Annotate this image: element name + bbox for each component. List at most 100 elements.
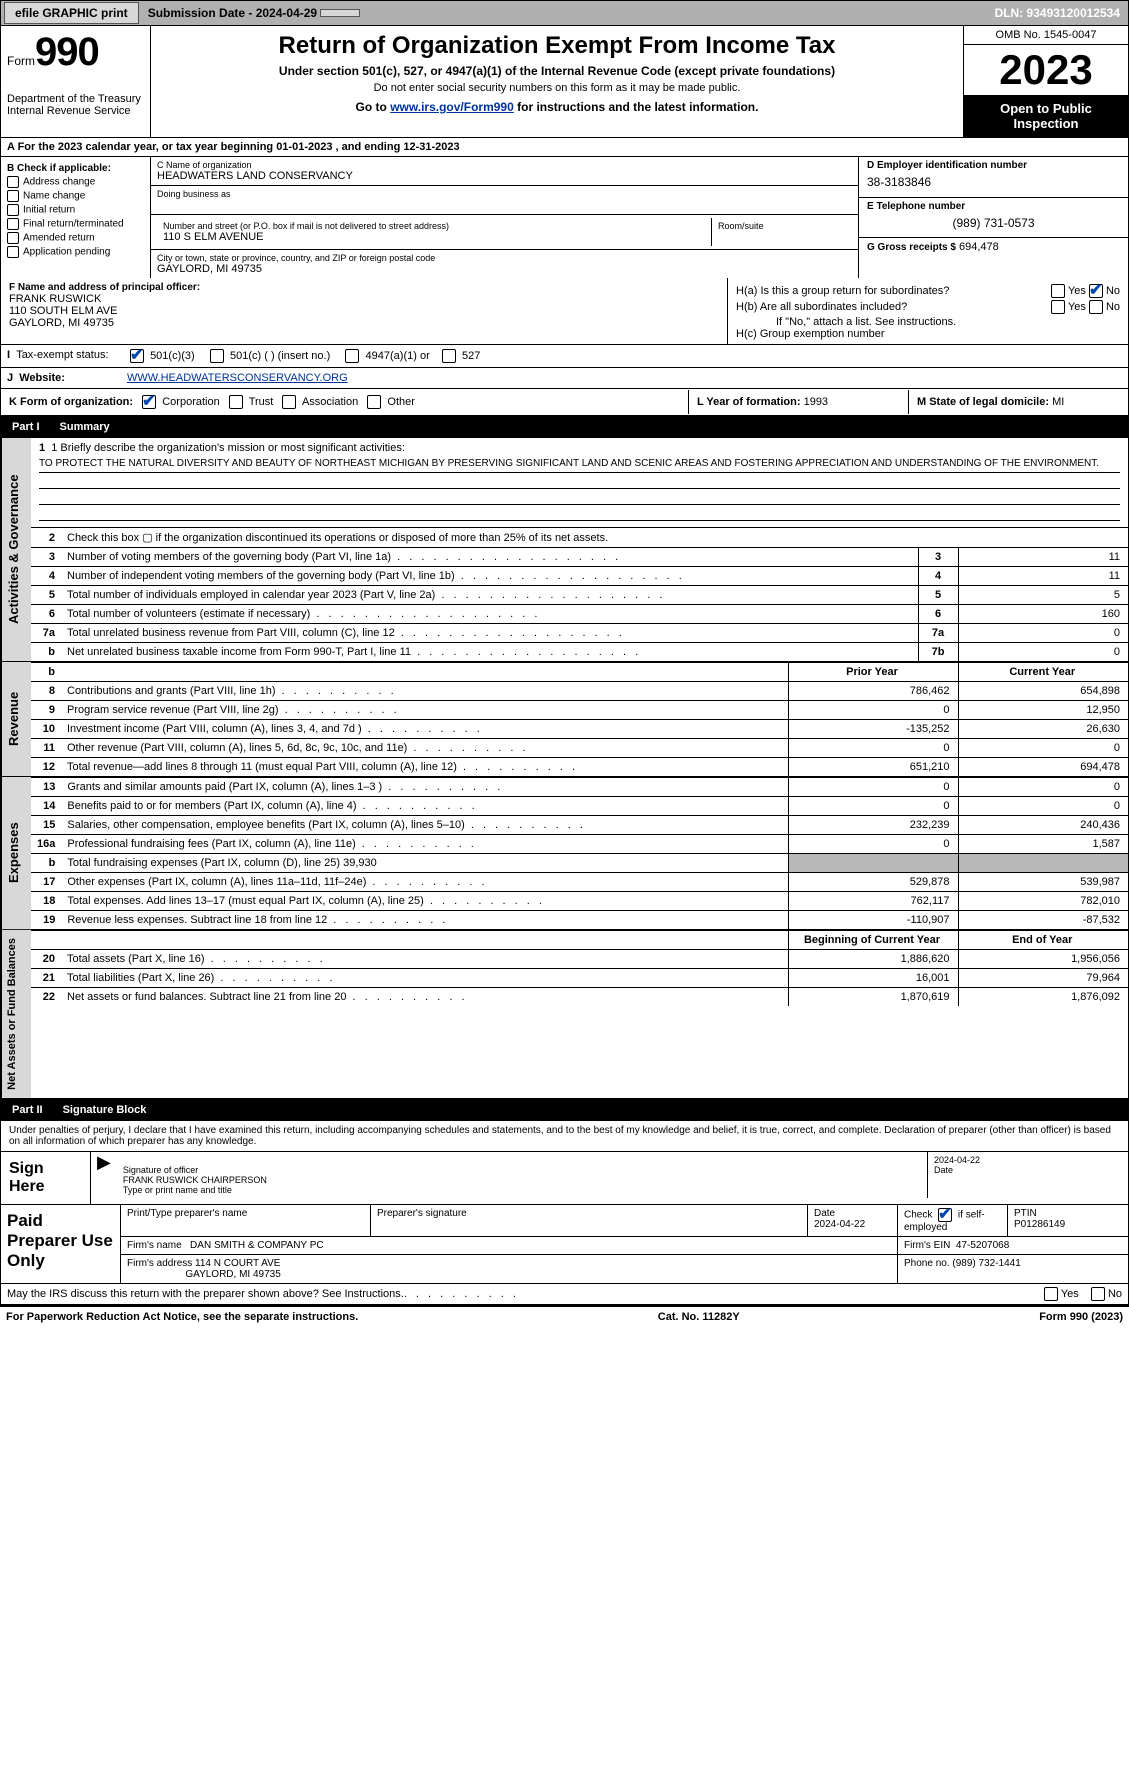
page-footer: For Paperwork Reduction Act Notice, see … <box>0 1305 1129 1327</box>
row-val: 160 <box>958 605 1128 624</box>
line-a: A For the 2023 calendar year, or tax yea… <box>0 138 1129 157</box>
ha-yes[interactable] <box>1051 284 1065 298</box>
row-text: Other expenses (Part IX, column (A), lin… <box>61 873 788 892</box>
row-box: 3 <box>918 548 958 567</box>
prior-year: 0 <box>788 835 958 854</box>
hb-no[interactable] <box>1089 300 1103 314</box>
prior-year: 0 <box>788 701 958 720</box>
hb-yes[interactable] <box>1051 300 1065 314</box>
revenue-table: bPrior YearCurrent Year8Contributions an… <box>31 662 1128 776</box>
header-left: Form990 Department of the Treasury Inter… <box>1 26 151 137</box>
firm-addr1: 114 N COURT AVE <box>195 1258 280 1269</box>
form-number: 990 <box>35 30 99 74</box>
prior-year: 232,239 <box>788 816 958 835</box>
row-num: 11 <box>31 739 61 758</box>
row-text: Total number of individuals employed in … <box>61 586 918 605</box>
chk-4947[interactable] <box>345 349 359 363</box>
current-year: 26,630 <box>958 720 1128 739</box>
ha-no[interactable] <box>1089 284 1103 298</box>
prior-year: 0 <box>788 797 958 816</box>
col-current: End of Year <box>958 931 1128 950</box>
header-right: OMB No. 1545-0047 2023 Open to Public In… <box>963 26 1128 137</box>
phone: (989) 731-0573 <box>867 216 1120 230</box>
current-year: 0 <box>958 797 1128 816</box>
current-year: 1,587 <box>958 835 1128 854</box>
chk-address[interactable] <box>7 176 19 188</box>
prior-year: 651,210 <box>788 758 958 777</box>
chk-trust[interactable] <box>229 395 243 409</box>
current-year: 654,898 <box>958 682 1128 701</box>
row-num: 20 <box>31 950 61 969</box>
open-inspection: Open to Public Inspection <box>964 95 1128 137</box>
row-text: Revenue less expenses. Subtract line 18 … <box>61 911 788 930</box>
current-year: 240,436 <box>958 816 1128 835</box>
form-word: Form <box>7 54 35 68</box>
prior-year: 0 <box>788 739 958 758</box>
side-governance: Activities & Governance <box>1 438 31 661</box>
current-year: 1,876,092 <box>958 988 1128 1007</box>
topbar: efile GRAPHIC print Submission Date - 20… <box>0 0 1129 26</box>
row-text: Total liabilities (Part X, line 26) <box>61 969 788 988</box>
submission-date: Submission Date - 2024-04-29 <box>148 6 317 20</box>
col-prior: Prior Year <box>788 663 958 682</box>
principal-officer: F Name and address of principal officer:… <box>1 278 728 344</box>
prior-year: 786,462 <box>788 682 958 701</box>
row-num: 3 <box>31 548 61 567</box>
irs-link[interactable]: www.irs.gov/Form990 <box>390 100 514 114</box>
part2-header: Part II Signature Block <box>0 1099 1129 1121</box>
domicile: MI <box>1052 396 1064 408</box>
chk-501c3[interactable] <box>130 349 144 363</box>
omb: OMB No. 1545-0047 <box>964 26 1128 45</box>
side-expenses: Expenses <box>1 777 31 929</box>
firm-name: DAN SMITH & COMPANY PC <box>190 1240 324 1251</box>
row-num: b <box>31 643 61 662</box>
part1-header: Part I Summary <box>0 416 1129 438</box>
current-year: 0 <box>958 778 1128 797</box>
chk-amended[interactable] <box>7 232 19 244</box>
firm-ein: 47-5207068 <box>956 1240 1009 1251</box>
row-text: Total fundraising expenses (Part IX, col… <box>61 854 788 873</box>
row-box: 4 <box>918 567 958 586</box>
row-text: Benefits paid to or for members (Part IX… <box>61 797 788 816</box>
chk-other[interactable] <box>367 395 381 409</box>
chk-self-employed[interactable] <box>938 1208 952 1222</box>
row-text: Total unrelated business revenue from Pa… <box>61 624 918 643</box>
chk-name[interactable] <box>7 190 19 202</box>
expenses-table: 13Grants and similar amounts paid (Part … <box>31 777 1128 929</box>
website-link[interactable]: WWW.HEADWATERSCONSERVANCY.ORG <box>127 372 348 384</box>
row-text: Total expenses. Add lines 13–17 (must eq… <box>61 892 788 911</box>
row-num: 13 <box>31 778 61 797</box>
row-box: 6 <box>918 605 958 624</box>
row-text: Total assets (Part X, line 16) <box>61 950 788 969</box>
chk-corp[interactable] <box>142 395 156 409</box>
discuss-yes[interactable] <box>1044 1287 1058 1301</box>
goto-line: Go to www.irs.gov/Form990 for instructio… <box>159 100 955 114</box>
sig-date: 2024-04-22 <box>934 1155 980 1165</box>
col-prior: Beginning of Current Year <box>788 931 958 950</box>
chk-501c[interactable] <box>210 349 224 363</box>
dba <box>157 199 852 211</box>
prior-year: 1,886,620 <box>788 950 958 969</box>
mission-text: TO PROTECT THE NATURAL DIVERSITY AND BEA… <box>39 456 1120 473</box>
form-header: Form990 Department of the Treasury Inter… <box>0 26 1129 138</box>
city: GAYLORD, MI 49735 <box>157 263 852 275</box>
row-val: 0 <box>958 624 1128 643</box>
chk-assoc[interactable] <box>282 395 296 409</box>
current-year: 1,956,056 <box>958 950 1128 969</box>
sec-revenue: Revenue bPrior YearCurrent Year8Contribu… <box>0 662 1129 777</box>
governance-table: 2Check this box ▢ if the organization di… <box>31 527 1128 661</box>
chk-527[interactable] <box>442 349 456 363</box>
efile-print-button[interactable]: efile GRAPHIC print <box>4 2 139 24</box>
row-text: Contributions and grants (Part VIII, lin… <box>61 682 788 701</box>
blank-button[interactable] <box>320 9 360 17</box>
chk-pending[interactable] <box>7 246 19 258</box>
prior-year: 762,117 <box>788 892 958 911</box>
chk-final[interactable] <box>7 218 19 230</box>
irs-discuss: May the IRS discuss this return with the… <box>0 1284 1129 1305</box>
dept: Department of the Treasury <box>7 93 144 105</box>
group-return: H(a) Is this a group return for subordin… <box>728 278 1128 344</box>
row-text: Other revenue (Part VIII, column (A), li… <box>61 739 788 758</box>
discuss-no[interactable] <box>1091 1287 1105 1301</box>
chk-initial[interactable] <box>7 204 19 216</box>
prior-year: -135,252 <box>788 720 958 739</box>
